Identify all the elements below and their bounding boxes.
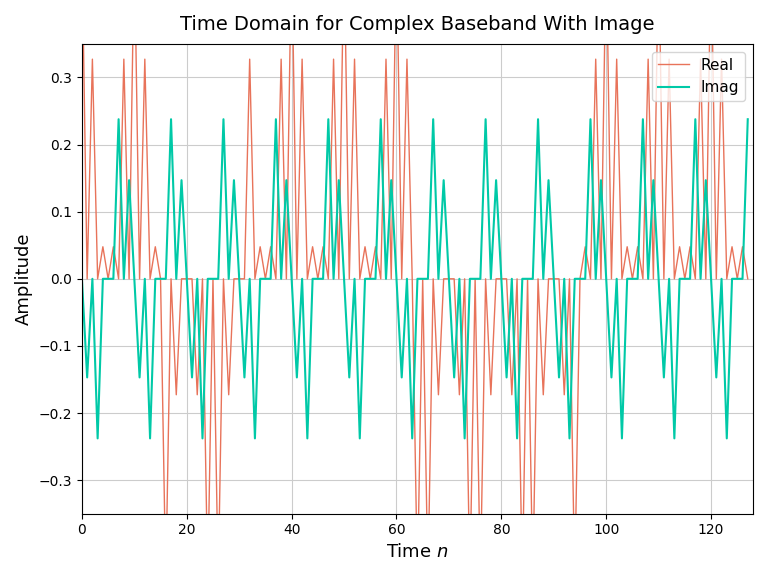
Imag bbox=[743, 116, 753, 123]
Imag bbox=[240, 374, 249, 381]
Real bbox=[743, 275, 753, 282]
Imag bbox=[78, 275, 87, 282]
Imag bbox=[670, 435, 679, 442]
Title: Time Domain for Complex Baseband With Image: Time Domain for Complex Baseband With Im… bbox=[180, 15, 654, 34]
Real bbox=[717, 56, 727, 63]
Line: Real: Real bbox=[82, 0, 748, 576]
Real bbox=[240, 275, 249, 282]
Imag bbox=[350, 275, 359, 282]
Real bbox=[324, 275, 333, 282]
Imag bbox=[324, 116, 333, 123]
Legend: Real, Imag: Real, Imag bbox=[652, 51, 746, 101]
Imag bbox=[722, 435, 731, 442]
X-axis label: Time $\it{n}$: Time $\it{n}$ bbox=[386, 543, 449, 561]
Imag bbox=[654, 275, 664, 282]
Imag bbox=[423, 275, 432, 282]
Y-axis label: Amplitude: Amplitude bbox=[15, 233, 33, 325]
Real bbox=[350, 56, 359, 63]
Line: Imag: Imag bbox=[82, 119, 748, 438]
Imag bbox=[534, 116, 543, 123]
